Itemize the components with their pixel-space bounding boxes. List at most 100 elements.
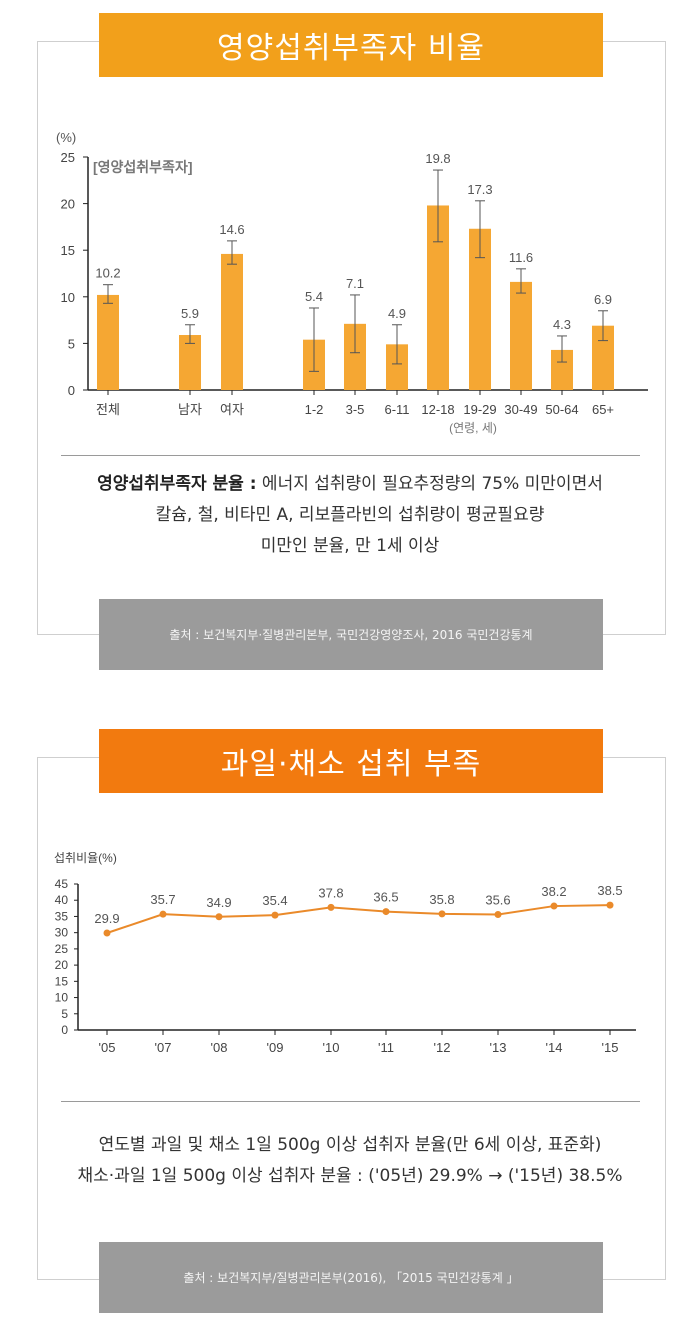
bar xyxy=(97,294,119,390)
data-point xyxy=(494,910,502,918)
data-label: 4.3 xyxy=(553,317,571,332)
y-tick-label: 45 xyxy=(55,877,69,891)
nutrition-bar-chart: (%) [영양섭취부족자] 0 5 10 15 20 25 10.2 전체 5.9 남자 14.6 여자 5… xyxy=(56,130,648,435)
x-tick-label: '15 xyxy=(602,1040,619,1055)
x-tick-label: '07 xyxy=(155,1040,172,1055)
y-tick-label: 15 xyxy=(61,243,75,258)
data-point xyxy=(159,910,167,918)
fruit-veg-line-chart: 섭취비율(%) 0 5 10 15 20 25 30 35 40 45 29.9 '05 35.7 '07 3… xyxy=(54,851,636,1055)
data-label: 19.8 xyxy=(425,151,450,166)
data-label: 14.6 xyxy=(219,222,244,237)
fruit-veg-line-2: 채소·과일 1일 500g 이상 섭취자 분율 : ('05년) 29.9% →… xyxy=(77,1166,623,1186)
bar xyxy=(551,349,573,390)
data-label: 5.4 xyxy=(305,289,323,304)
fruit-veg-description: 연도별 과일 및 채소 1일 500g 이상 섭취자 분율(만 6세 이상, 표… xyxy=(40,1130,660,1192)
x-axis-label: (연령, 세) xyxy=(449,421,497,435)
y-tick-label: 40 xyxy=(55,893,69,907)
data-point xyxy=(550,902,558,910)
x-tick-label: '12 xyxy=(434,1040,451,1055)
y-tick-label: 15 xyxy=(55,974,69,988)
data-label: 6.9 xyxy=(594,292,612,307)
divider-1 xyxy=(61,455,640,456)
y-tick-label: 35 xyxy=(55,909,69,923)
y-tick-label: 30 xyxy=(55,926,69,940)
bar xyxy=(592,325,614,390)
data-label: 7.1 xyxy=(346,276,364,291)
chart-legend-label: [영양섭취부족자] xyxy=(93,159,192,175)
data-label: 11.6 xyxy=(509,250,533,265)
y-tick-label: 5 xyxy=(61,1007,68,1021)
bar xyxy=(344,323,366,390)
data-point xyxy=(438,910,446,918)
y-tick-label: 10 xyxy=(61,290,75,305)
x-tick-label: 19-29 xyxy=(463,402,496,417)
definition-line-2: 칼슘, 철, 비타민 A, 리보플라빈의 섭취량이 평균필요량 xyxy=(155,505,545,525)
x-tick-label: 1-2 xyxy=(305,402,324,417)
fruit-veg-title-banner: 과일·채소 섭취 부족 xyxy=(99,729,603,793)
bar xyxy=(221,253,243,390)
fruit-veg-source: 출처 : 보건복지부/질병관리본부(2016), 「2015 국민건강통계 」 xyxy=(99,1242,603,1313)
data-label: 36.5 xyxy=(373,890,398,905)
y-unit-label: (%) xyxy=(56,130,76,145)
nutrition-source-text: 출처 : 보건복지부·질병관리본부, 국민건강영양조사, 2016 국민건강통계 xyxy=(169,628,533,642)
data-point xyxy=(606,901,614,909)
bar xyxy=(427,205,449,390)
y-tick-label: 25 xyxy=(61,150,75,165)
bar xyxy=(179,335,201,390)
y-tick-label: 0 xyxy=(61,1023,68,1037)
y-tick-label: 0 xyxy=(68,383,75,398)
x-tick-label: 6-11 xyxy=(384,402,409,417)
x-tick-label: '14 xyxy=(546,1040,563,1055)
y-tick-label: 5 xyxy=(68,336,75,351)
data-point xyxy=(327,903,335,911)
data-label: 5.9 xyxy=(181,306,199,321)
data-label: 4.9 xyxy=(388,306,406,321)
x-tick-label: 3-5 xyxy=(346,402,365,417)
data-label: 35.4 xyxy=(262,893,287,908)
data-label: 29.9 xyxy=(94,911,119,926)
bar xyxy=(510,281,532,390)
definition-term: 영양섭취부족자 분율 : xyxy=(97,474,257,494)
data-point xyxy=(103,929,111,937)
y-tick-label: 20 xyxy=(55,958,69,972)
x-tick-label: 50-64 xyxy=(545,402,578,417)
bar xyxy=(469,228,491,390)
data-label: 10.2 xyxy=(95,266,120,281)
x-tick-label: 전체 xyxy=(96,402,120,417)
x-tick-label: '09 xyxy=(267,1040,284,1055)
x-tick-label: 남자 xyxy=(178,402,202,417)
x-tick-label: 여자 xyxy=(220,402,244,417)
data-label: 34.9 xyxy=(206,895,231,910)
x-tick-label: '11 xyxy=(378,1040,394,1055)
fruit-veg-title: 과일·채소 섭취 부족 xyxy=(220,747,482,782)
x-tick-label: 12-18 xyxy=(421,402,454,417)
x-tick-label: '05 xyxy=(99,1040,116,1055)
fruit-veg-source-text: 출처 : 보건복지부/질병관리본부(2016), 「2015 국민건강통계 」 xyxy=(183,1271,519,1285)
data-label: 35.7 xyxy=(150,892,175,907)
x-tick-label: '13 xyxy=(490,1040,507,1055)
x-tick-label: 65+ xyxy=(592,402,614,417)
data-point xyxy=(382,908,390,916)
definition-line-3: 미만인 분율, 만 1세 이상 xyxy=(260,536,440,556)
y-tick-label: 10 xyxy=(55,991,69,1005)
nutrition-definition: 영양섭취부족자 분율 : 에너지 섭취량이 필요추정량의 75% 미만이면서 칼… xyxy=(40,469,660,562)
data-label: 38.2 xyxy=(541,884,566,899)
data-label: 35.8 xyxy=(429,892,454,907)
data-label: 17.3 xyxy=(467,182,492,197)
x-tick-label: '08 xyxy=(211,1040,228,1055)
nutrition-title-banner: 영양섭취부족자 비율 xyxy=(99,13,603,77)
data-point xyxy=(215,913,223,921)
data-label: 38.5 xyxy=(597,883,622,898)
nutrition-title: 영양섭취부족자 비율 xyxy=(217,31,485,66)
nutrition-source: 출처 : 보건복지부·질병관리본부, 국민건강영양조사, 2016 국민건강통계 xyxy=(99,599,603,670)
y-axis-label: 섭취비율(%) xyxy=(54,851,117,865)
data-label: 37.8 xyxy=(318,885,343,900)
definition-line-1: 에너지 섭취량이 필요추정량의 75% 미만이면서 xyxy=(256,474,603,494)
fruit-veg-line-1: 연도별 과일 및 채소 1일 500g 이상 섭취자 분율(만 6세 이상, 표… xyxy=(98,1135,602,1155)
x-tick-label: 30-49 xyxy=(504,402,537,417)
series-line xyxy=(106,904,611,934)
data-point xyxy=(271,911,279,919)
x-tick-label: '10 xyxy=(323,1040,340,1055)
data-label: 35.6 xyxy=(485,892,510,907)
bar xyxy=(386,344,408,390)
